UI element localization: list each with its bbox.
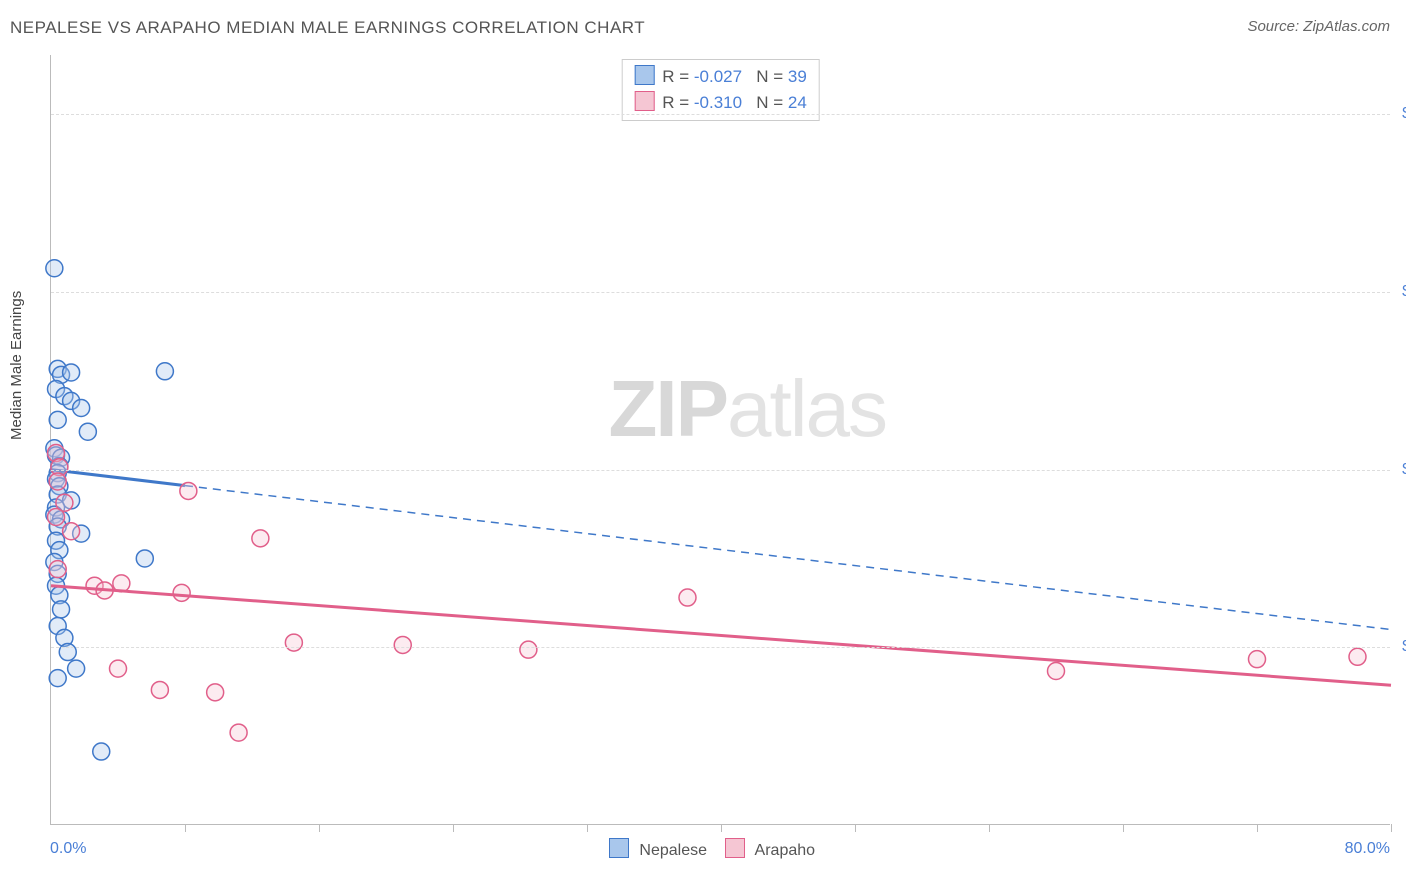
source-label: Source: ZipAtlas.com: [1247, 18, 1390, 35]
data-point: [93, 743, 110, 760]
x-tick: [855, 824, 856, 832]
y-tick-label: $65,000: [1395, 283, 1406, 301]
legend-label: Arapaho: [751, 842, 815, 859]
data-point: [136, 550, 153, 567]
legend-swatch: [725, 838, 745, 858]
gridline: [51, 292, 1390, 293]
x-tick: [185, 824, 186, 832]
data-point: [207, 684, 224, 701]
data-point: [520, 641, 537, 658]
data-point: [1048, 663, 1065, 680]
data-point: [63, 523, 80, 540]
x-tick: [1257, 824, 1258, 832]
data-point: [49, 473, 66, 490]
data-point: [63, 364, 80, 381]
data-point: [151, 681, 168, 698]
y-tick-label: $80,000: [1395, 105, 1406, 123]
data-point: [49, 411, 66, 428]
y-axis-label: Median Male Earnings: [8, 291, 25, 440]
data-point: [230, 724, 247, 741]
data-point: [49, 561, 66, 578]
data-point: [110, 660, 127, 677]
x-tick: [1123, 824, 1124, 832]
x-tick: [587, 824, 588, 832]
x-tick: [989, 824, 990, 832]
data-point: [180, 482, 197, 499]
data-point: [285, 634, 302, 651]
data-point: [679, 589, 696, 606]
data-point: [1249, 651, 1266, 668]
stat-row: R = -0.027 N = 39: [634, 64, 807, 90]
scatter-plot: [51, 55, 1390, 824]
plot-area: ZIPatlas R = -0.027 N = 39R = -0.310 N =…: [50, 55, 1390, 825]
x-tick: [319, 824, 320, 832]
data-point: [53, 601, 70, 618]
data-point: [156, 363, 173, 380]
x-tick: [453, 824, 454, 832]
legend-bottom: Nepalese Arapaho: [0, 838, 1406, 860]
gridline: [51, 114, 1390, 115]
trend-line: [51, 586, 1391, 686]
data-point: [73, 400, 90, 417]
legend-label: Nepalese: [635, 842, 707, 859]
x-tick: [1391, 824, 1392, 832]
data-point: [252, 530, 269, 547]
data-point: [49, 670, 66, 687]
data-point: [1349, 648, 1366, 665]
data-point: [173, 584, 190, 601]
data-point: [59, 644, 76, 661]
data-point: [48, 509, 65, 526]
data-point: [46, 260, 63, 277]
chart-title: NEPALESE VS ARAPAHO MEDIAN MALE EARNINGS…: [10, 18, 645, 37]
gridline: [51, 647, 1390, 648]
trend-line: [51, 470, 185, 486]
gridline: [51, 470, 1390, 471]
y-tick-label: $35,000: [1395, 638, 1406, 656]
x-tick: [721, 824, 722, 832]
legend-swatch: [609, 838, 629, 858]
stat-row: R = -0.310 N = 24: [634, 90, 807, 116]
data-point: [79, 423, 96, 440]
stats-legend: R = -0.027 N = 39R = -0.310 N = 24: [621, 59, 820, 121]
data-point: [394, 636, 411, 653]
data-point: [68, 660, 85, 677]
y-tick-label: $50,000: [1395, 461, 1406, 479]
